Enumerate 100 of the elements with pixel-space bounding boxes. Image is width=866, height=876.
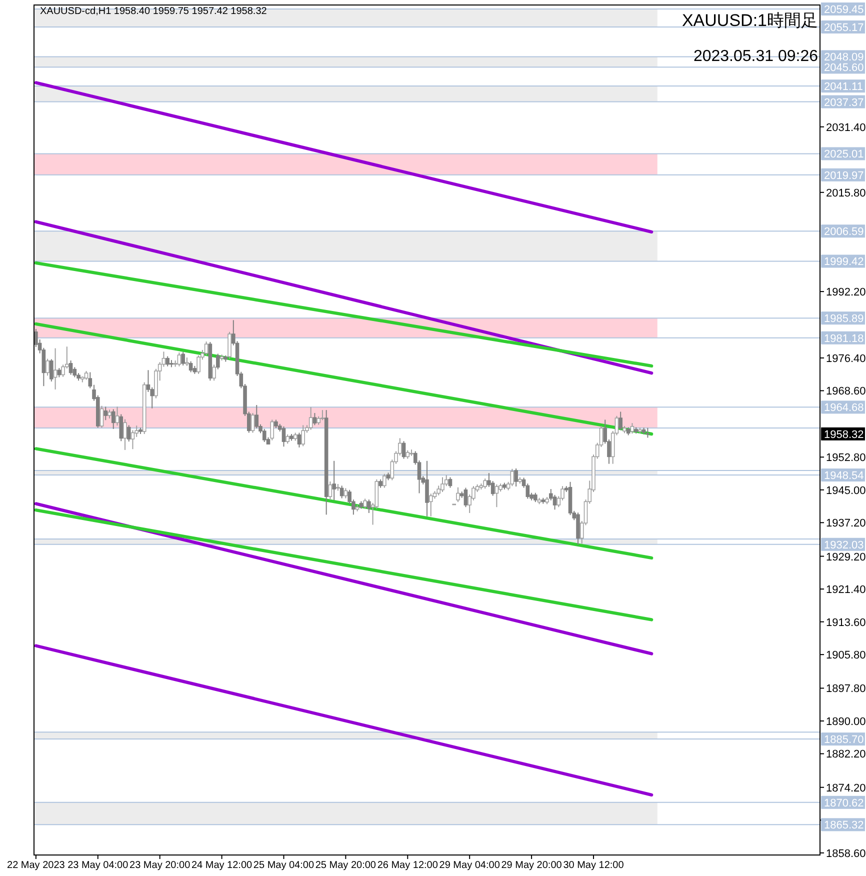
y-tick-label: 1897.80 [826,683,866,696]
candlestick [448,476,452,488]
candlestick [367,499,371,514]
candlestick [123,418,127,450]
ref-line-label: 2059.45 [824,4,864,16]
annotation: XAUUSD-cd,H1 1958.40 1959.75 1957.42 1958.32 [40,6,268,17]
candlestick [340,485,344,499]
x-tick-label: 22 May 2023 [7,860,66,871]
candlestick [320,410,324,421]
candlestick [115,406,120,426]
y-tick-label: 2015.80 [826,187,866,200]
candlestick [363,498,367,510]
ref-line-label: 2006.59 [824,226,864,238]
x-tick-label: 29 May 20:00 [501,860,562,871]
y-tick-label: 1992.20 [826,286,866,299]
y-tick-label: 1905.80 [826,650,866,662]
y-tick-label: 1976.40 [826,352,866,365]
x-tick-label: 25 May 20:00 [315,860,376,871]
ref-line-label: 2045.60 [824,62,864,74]
candlestick [456,486,460,503]
candlestick [262,428,266,442]
candlestick [428,493,433,517]
ref-line-label: 1932.03 [824,539,864,552]
ref-line-label: 2037.37 [824,96,864,109]
x-tick-label: 30 May 12:00 [563,860,624,871]
candlestick [68,360,73,376]
ref-line-label: 2048.09 [824,52,864,64]
candlestick [332,460,336,500]
candlestick [204,341,208,356]
y-tick-label: 1929.20 [826,551,866,564]
ref-line-label: 1999.42 [824,256,864,268]
ref-line-label: 2019.97 [824,170,864,182]
candlestick [111,408,116,430]
y-tick-label: 1945.00 [826,484,866,497]
candlestick [297,432,302,448]
candlestick [646,427,650,438]
candlestick [250,412,255,434]
candlestick [216,353,220,370]
ref-line-label: 1865.32 [824,820,864,832]
candlestick [212,364,216,382]
x-tick-label: 23 May 20:00 [130,860,191,871]
candlestick [126,424,131,442]
candlestick [494,484,499,508]
candlestick [483,478,487,490]
x-tick-label: 26 May 12:00 [377,860,438,871]
candlestick [46,358,50,376]
ref-line-label: 1985.89 [824,313,864,326]
candlestick [510,468,514,487]
ref-line-label: 2025.01 [824,148,864,161]
candlestick [576,512,580,546]
candlestick [382,473,386,488]
candlestick [312,412,317,426]
y-tick-label: 2031.40 [826,122,866,134]
candlestick [119,414,124,442]
candlestick [301,424,305,447]
candlestick [402,440,406,460]
candlestick [630,422,634,434]
ref-line-label: 1964.68 [824,402,864,414]
candlestick [425,460,429,517]
candlestick [344,488,348,499]
candlestick [188,360,193,373]
candlestick [104,406,108,421]
candlestick [514,468,518,488]
candlestick [282,426,286,448]
candlestick [534,492,538,503]
candlestick [308,406,313,430]
y-tick-label: 1921.40 [826,584,866,596]
candlestick [464,487,468,508]
candlestick [254,404,259,430]
x-tick-label: 25 May 04:00 [253,860,314,871]
y-tick-label: 1913.60 [826,616,866,629]
x-tick-label: 29 May 04:00 [439,860,500,871]
text: 2023.05.31 09:26 [693,48,818,65]
y-tick-label: 1858.60 [826,848,866,860]
candlestick [130,430,135,450]
ref-line-label: 1948.54 [824,470,864,482]
candlestick [270,419,274,441]
candlestick [618,411,622,431]
candlestick [328,480,332,500]
y-tick-label: 1890.00 [826,716,866,728]
y-tick-label: 1882.20 [826,748,866,761]
candlestick [440,476,444,492]
text: 1958.32 [824,428,864,441]
ref-line-label: 1870.62 [824,797,864,810]
candlestick [57,368,62,378]
candlestick [228,331,232,360]
y-tick-label: 1952.80 [826,452,866,464]
x-tick-label: 23 May 04:00 [68,860,129,871]
y-tick-label: 1968.60 [826,386,866,398]
chart-title: XAUUSD:1時間足 [682,11,818,30]
ref-line-label: 2055.17 [824,22,864,34]
candlestick [50,358,54,382]
candlestick [181,352,185,366]
y-tick-label: 1874.20 [826,782,866,794]
candlestick [166,356,170,367]
y-tick-label: 1937.20 [826,518,866,530]
candlestick [286,434,290,444]
ref-line-label: 1981.18 [824,332,864,345]
candlestick [177,352,182,367]
x-tick-label: 24 May 12:00 [191,860,253,871]
